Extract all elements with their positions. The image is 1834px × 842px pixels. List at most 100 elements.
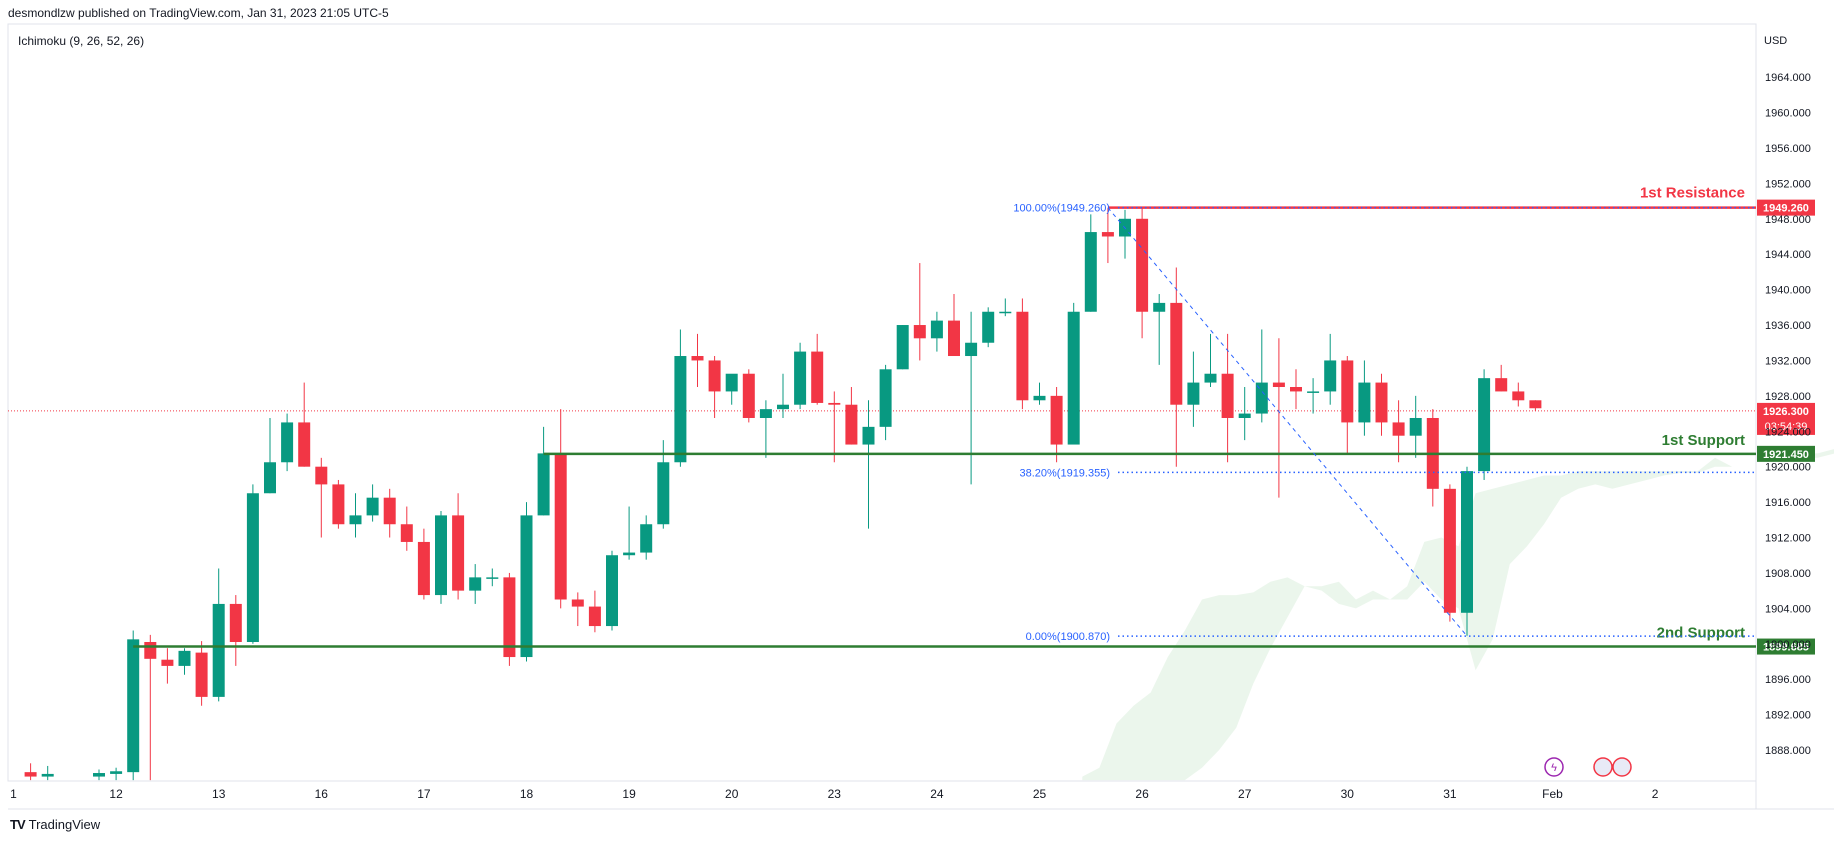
candle-body — [1307, 391, 1320, 393]
level-label: 1st Support — [1662, 432, 1745, 449]
indicator-legend[interactable]: Ichimoku (9, 26, 52, 26) — [18, 34, 145, 48]
candle — [1204, 333, 1217, 388]
price-tick-label: 1928.000 — [1765, 391, 1811, 403]
event-markers[interactable]: ϟ — [1544, 757, 1632, 777]
time-axis[interactable]: 1 12 13 16 17 18 19 20 23 24 25 26 27 30 31 Feb 2 — [10, 787, 1659, 801]
candle — [1375, 373, 1388, 436]
candle-body — [759, 409, 772, 418]
candle-body — [452, 515, 465, 591]
candle — [452, 493, 465, 600]
candle — [144, 634, 157, 781]
lightning-icon-glyph: ϟ — [1551, 762, 1557, 774]
candle-body — [708, 360, 721, 392]
time-tick-label: 26 — [1135, 787, 1149, 801]
candle — [1495, 364, 1508, 392]
candle — [1119, 209, 1131, 259]
candle — [1016, 298, 1029, 410]
candle-body — [435, 515, 447, 596]
candle — [503, 572, 516, 666]
us-flag-icon[interactable] — [1612, 757, 1632, 777]
price-tag-label: 1949.260 — [1763, 203, 1809, 215]
candle-body — [777, 404, 789, 410]
candle — [1443, 484, 1456, 622]
price-tick-label: 1920.000 — [1765, 462, 1811, 474]
candle-body — [1255, 382, 1268, 414]
candle-body — [349, 515, 362, 525]
candle-body — [1461, 471, 1473, 613]
candle — [1461, 466, 1473, 636]
candle-body — [606, 555, 618, 627]
candle — [1478, 369, 1491, 480]
candle — [127, 630, 140, 781]
candle-body — [1409, 417, 1422, 436]
candle-body — [110, 771, 123, 774]
candle-body — [674, 356, 687, 463]
candle — [571, 592, 584, 627]
price-tick-label: 1924.000 — [1765, 426, 1811, 438]
candle-body — [1375, 382, 1388, 423]
candle — [178, 648, 191, 675]
candle — [1101, 208, 1114, 264]
price-tick-label: 1932.000 — [1765, 355, 1811, 367]
candle-body — [879, 369, 892, 427]
candle-body — [965, 342, 978, 357]
candle — [24, 763, 37, 781]
candle — [777, 373, 789, 418]
candle — [281, 413, 294, 472]
candle — [930, 311, 943, 352]
candle — [828, 391, 841, 463]
candle — [1033, 382, 1046, 405]
candle — [999, 298, 1012, 317]
candle — [315, 457, 328, 538]
candle-body — [1238, 413, 1251, 418]
candle-body — [315, 466, 328, 485]
candle — [759, 400, 772, 458]
candle — [435, 510, 447, 604]
fib-trend-line[interactable] — [1107, 207, 1468, 637]
time-tick-label: 19 — [622, 787, 636, 801]
fib-retracement[interactable]: 100.00%(1949.260) 38.20%(1919.355) 0.00%(1… — [1013, 203, 1756, 643]
price-tick-label: 1892.000 — [1765, 710, 1811, 722]
candle — [264, 417, 276, 494]
candle — [982, 307, 995, 348]
candle — [794, 342, 807, 410]
fib-level-label: 38.20%(1919.355) — [1019, 467, 1110, 479]
candle-body — [520, 515, 533, 658]
candle-body — [537, 453, 550, 516]
candle — [366, 484, 379, 522]
time-tick-label: 2 — [1652, 787, 1659, 801]
candle-body — [264, 462, 276, 494]
time-tick-label: 13 — [212, 787, 226, 801]
candle — [195, 641, 208, 706]
price-axis[interactable]: USD 1964.000 1960.000 1956.000 1952.000 1948… — [1764, 35, 1811, 757]
candle — [41, 765, 54, 781]
candle — [879, 364, 892, 441]
fib-level-label: 0.00%(1900.870) — [1026, 631, 1110, 643]
candle-body — [742, 373, 755, 418]
lightning-icon[interactable] — [1544, 757, 1564, 777]
candle — [708, 356, 721, 418]
candle-body — [1084, 232, 1097, 312]
candle-body — [229, 603, 242, 642]
countdown-label: 03:54:39 — [1765, 421, 1808, 433]
candle-body — [725, 373, 738, 392]
level-lines[interactable]: 1st Resistance 1949.260 1st Support 1921.45… — [133, 185, 1815, 655]
brand-footer[interactable]: TV TradingView — [10, 817, 100, 832]
candle-body — [862, 426, 875, 445]
candle-body — [332, 484, 345, 525]
candle — [913, 263, 926, 361]
us-flag-icon[interactable] — [1593, 757, 1613, 777]
time-tick-label: 16 — [315, 787, 329, 801]
time-tick-label: Feb — [1542, 787, 1563, 801]
candle-body — [469, 577, 482, 591]
candle-body — [982, 311, 995, 343]
candle-body — [1495, 378, 1508, 392]
candle — [554, 409, 567, 609]
candle — [606, 550, 618, 631]
price-tag-label: 1899.685 — [1763, 642, 1809, 654]
price-tick-label: 1964.000 — [1765, 72, 1811, 84]
candle — [588, 590, 601, 633]
candle-body — [486, 577, 499, 579]
candle — [298, 382, 311, 467]
